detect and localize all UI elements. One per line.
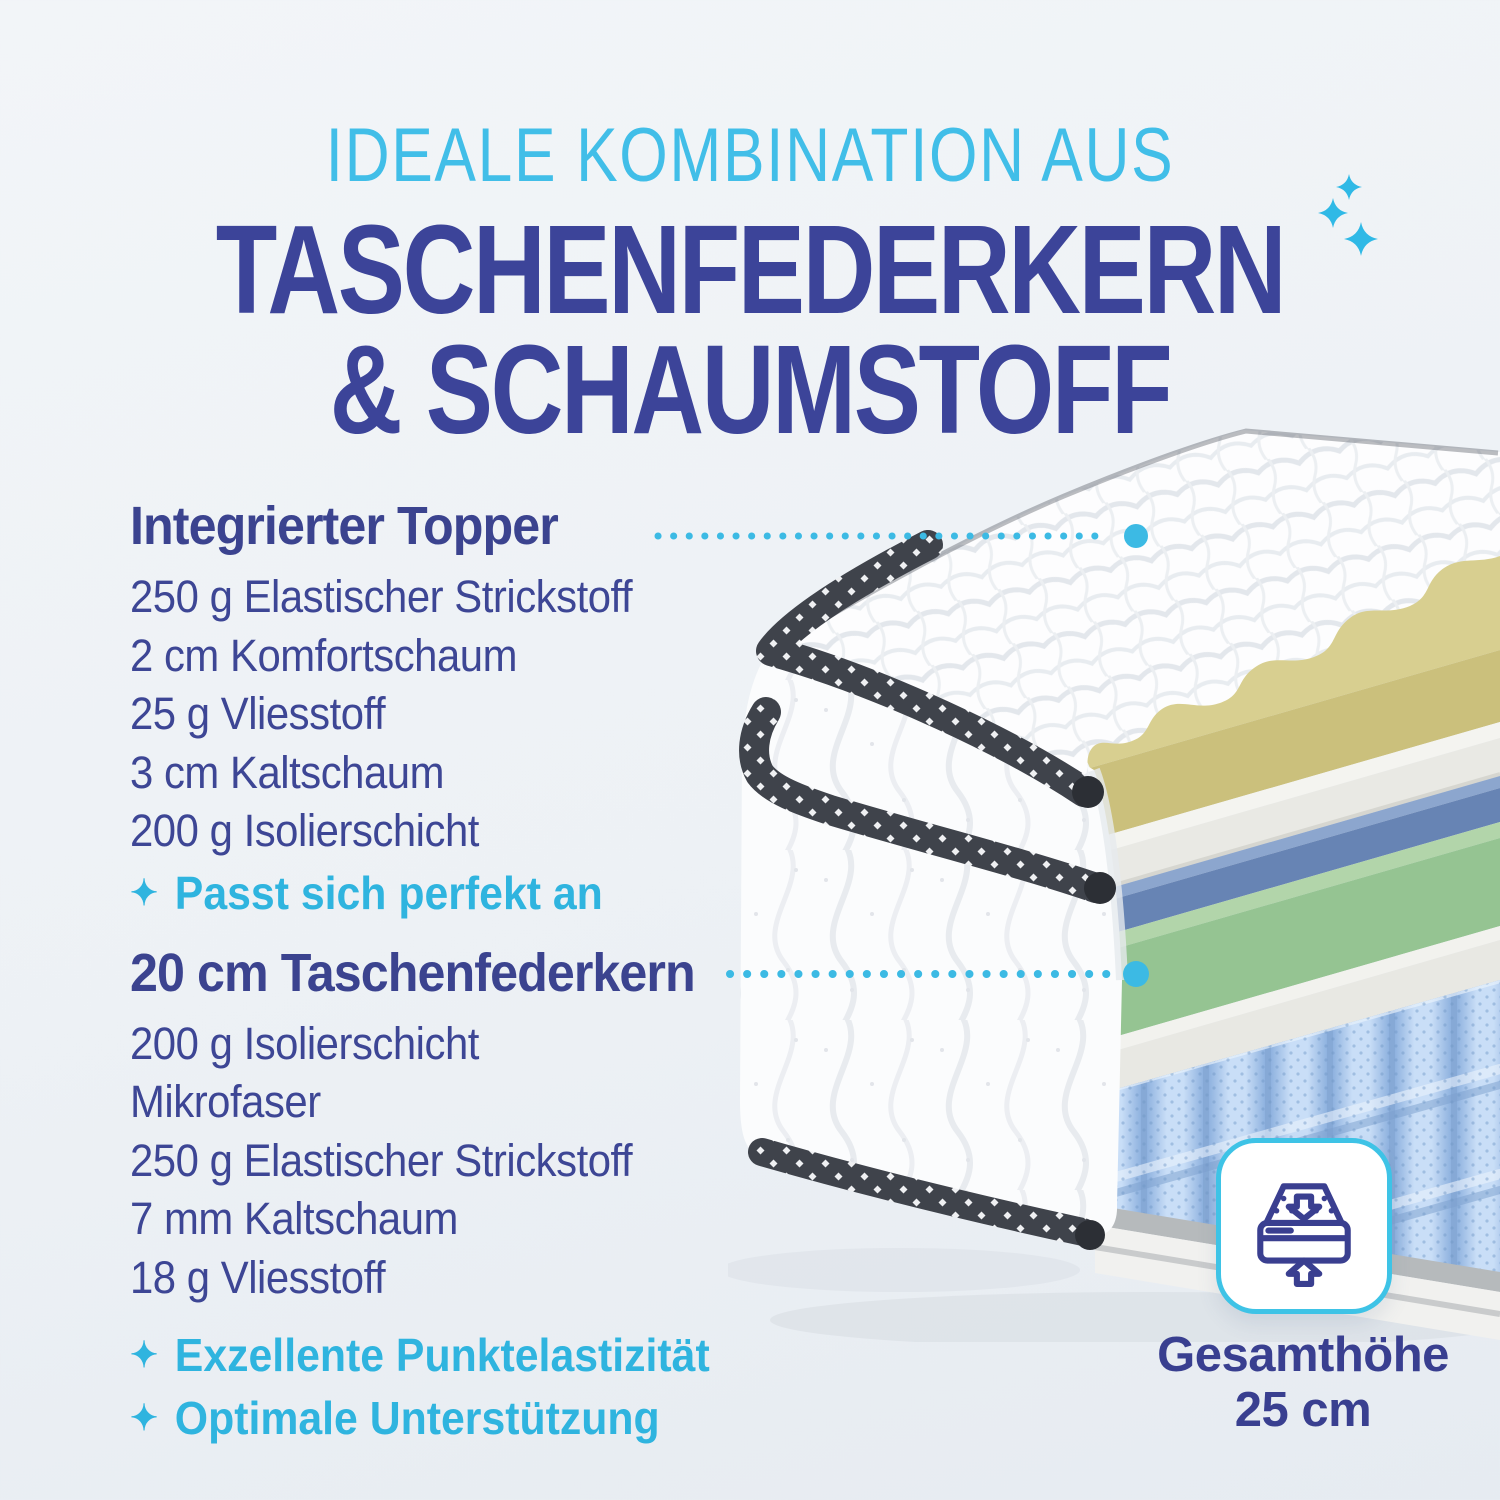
sparkle-bullet-icon: ✦ bbox=[130, 871, 159, 913]
section-springcore: 20 cm Taschenfederkern 200 g Isolierschi… bbox=[130, 945, 837, 1445]
feature-line: ✦ Passt sich perfekt an bbox=[130, 867, 837, 919]
list-item: 3 cm Kaltschaum bbox=[130, 746, 444, 798]
list-item: 18 g Vliesstoff bbox=[130, 1251, 386, 1303]
foam-layer-stack bbox=[1060, 520, 1500, 1100]
list-item: 250 g Elastischer Strickstoff bbox=[130, 571, 633, 622]
total-height-label: Gesamthöhe 25 cm bbox=[1103, 1328, 1500, 1438]
list-item: 2 cm Komfortschaum bbox=[130, 629, 518, 681]
side-cover-panel bbox=[740, 648, 1122, 1237]
title-line-2: & SCHAUMSTOFF bbox=[329, 319, 1173, 460]
topper-items: 250 g Elastischer Strickstoff 2 cm Komfo… bbox=[130, 568, 837, 861]
springcore-items: 200 g Isolierschicht Mikrofaser 250 g El… bbox=[130, 1015, 837, 1308]
feature-line: ✦ Exzellente Punktelastizität bbox=[130, 1329, 837, 1381]
list-item: Mikrofaser bbox=[130, 1076, 321, 1127]
total-height-badge bbox=[1216, 1138, 1392, 1314]
page-title: TASCHENFEDERKERN & SCHAUMSTOFF bbox=[150, 199, 1350, 460]
list-item: 250 g Elastischer Strickstoff bbox=[130, 1134, 633, 1186]
section-heading-topper: Integrierter Topper bbox=[130, 496, 559, 556]
sparkle-bullet-icon: ✦ bbox=[130, 1334, 159, 1375]
list-item: 200 g Isolierschicht bbox=[130, 1017, 479, 1069]
feature-text: Exzellente Punktelastizität bbox=[174, 1329, 710, 1381]
list-item: 25 g Vliesstoff bbox=[130, 688, 386, 739]
feature-text: Passt sich perfekt an bbox=[174, 866, 603, 919]
feature-line: ✦ Optimale Unterstützung bbox=[130, 1392, 837, 1444]
mattress-height-icon bbox=[1257, 1183, 1351, 1287]
sparkles-icon bbox=[1318, 174, 1378, 256]
mattress-illustration bbox=[728, 428, 1500, 1342]
title-line-1: TASCHENFEDERKERN bbox=[215, 199, 1287, 340]
section-heading-springcore: 20 cm Taschenfederkern bbox=[130, 942, 696, 1003]
list-item: 200 g Isolierschicht bbox=[130, 805, 479, 856]
list-item: 7 mm Kaltschaum bbox=[130, 1193, 458, 1244]
total-height-value: 25 cm bbox=[1234, 1383, 1372, 1437]
piping-ropes bbox=[739, 530, 1116, 1250]
section-topper: Integrierter Topper 250 g Elastischer St… bbox=[130, 498, 837, 919]
quilted-top-cover bbox=[768, 430, 1500, 790]
eyebrow-title: IDEALE KOMBINATION AUS bbox=[325, 113, 1175, 198]
spec-list: Integrierter Topper 250 g Elastischer St… bbox=[130, 498, 837, 1444]
feature-text: Optimale Unterstützung bbox=[174, 1392, 660, 1444]
sparkle-bullet-icon: ✦ bbox=[130, 1397, 159, 1438]
total-height-title: Gesamthöhe bbox=[1157, 1328, 1449, 1382]
